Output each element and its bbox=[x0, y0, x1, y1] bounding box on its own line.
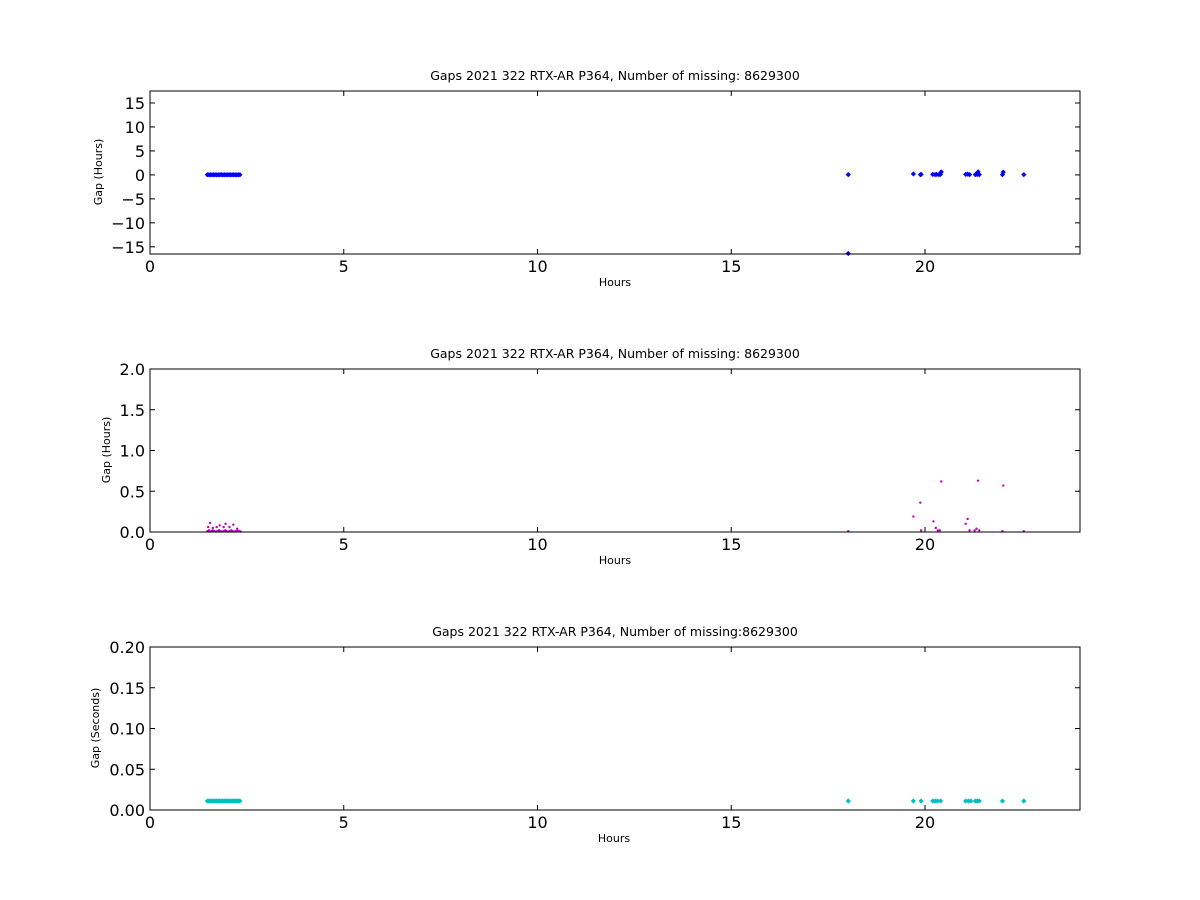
panel-2-ylabel: Gap (Hours) bbox=[100, 417, 113, 484]
panel-1-xtick-label: 10 bbox=[527, 257, 547, 276]
panel-2-data-point bbox=[975, 527, 978, 530]
panel-1: Gaps 2021 322 RTX-AR P364, Number of mis… bbox=[92, 68, 1081, 289]
panel-1-xlabel: Hours bbox=[599, 276, 631, 289]
panel-2-xlabel: Hours bbox=[599, 554, 631, 567]
panel-3-data-point bbox=[999, 798, 1006, 804]
panel-3-data-point bbox=[968, 798, 974, 804]
panel-1-data-point bbox=[1021, 172, 1027, 178]
panel-3-data-point bbox=[937, 798, 944, 804]
panel-1-data-point bbox=[910, 171, 916, 177]
panel-3-ticks: 0 5 10 15 20 0.00 0.05 0.10 0.15 0.20 bbox=[109, 638, 1080, 832]
panel-2-data-point bbox=[978, 529, 981, 532]
panel-2-data-point bbox=[938, 529, 941, 532]
panel-1-ytick-label: 15 bbox=[125, 94, 145, 113]
panel-2-ytick-label: 0.5 bbox=[120, 482, 145, 501]
panel-3-data-point bbox=[1021, 798, 1027, 804]
panel-1-data-point bbox=[918, 171, 924, 178]
panel-2-xtick-label: 0 bbox=[145, 535, 155, 554]
panel-1-data-point bbox=[1000, 169, 1006, 175]
panel-3-ytick-label: 0.20 bbox=[109, 638, 145, 657]
panel-1-frame bbox=[149, 90, 1081, 255]
panel-2-data-point bbox=[228, 525, 231, 529]
panel-2-ytick-label: 1.5 bbox=[120, 401, 145, 420]
panel-2-data-point bbox=[912, 515, 915, 518]
panel-3-ytick-label: 0.05 bbox=[109, 760, 145, 779]
panel-2-data-point bbox=[222, 525, 225, 529]
panel-1-xtick-label: 5 bbox=[339, 257, 349, 276]
panel-3-title: Gaps 2021 322 RTX-AR P364, Number of mis… bbox=[432, 624, 798, 639]
panel-3-ytick-label: 0.15 bbox=[109, 679, 145, 698]
panel-2-data-point bbox=[964, 522, 967, 526]
panel-1-ytick-label: −10 bbox=[111, 214, 145, 233]
panel-3-xtick-label: 0 bbox=[145, 813, 155, 832]
panel-2: Gaps 2021 322 RTX-AR P364, Number of mis… bbox=[100, 346, 1081, 567]
panel-1-ytick-label: 10 bbox=[125, 118, 145, 137]
panel-1-ytick-label: 0 bbox=[135, 166, 145, 185]
panel-1-data-point bbox=[845, 172, 851, 178]
panel-2-data-point bbox=[940, 480, 943, 483]
panel-2-data-point bbox=[934, 526, 938, 530]
panel-1-points bbox=[204, 169, 1027, 257]
panel-2-ytick-label: 1.0 bbox=[120, 442, 145, 461]
panel-3-points bbox=[204, 798, 1027, 804]
panel-1-title: Gaps 2021 322 RTX-AR P364, Number of mis… bbox=[430, 68, 800, 83]
panel-2-data-point bbox=[208, 521, 212, 525]
panel-3-data-point bbox=[918, 798, 924, 804]
panel-3-xtick-label: 20 bbox=[915, 813, 935, 832]
panel-1-xtick-label: 0 bbox=[145, 257, 155, 276]
panel-2-data-point bbox=[966, 517, 969, 521]
panel-3-data-point bbox=[910, 798, 916, 804]
panel-2-ytick-label: 0.0 bbox=[120, 523, 145, 542]
panel-3-ytick-label: 0.10 bbox=[109, 720, 145, 739]
panel-2-data-point bbox=[218, 524, 221, 527]
panel-3-xtick-label: 5 bbox=[339, 813, 349, 832]
panel-2-data-point bbox=[976, 479, 980, 482]
panel-2-xtick-label: 5 bbox=[339, 535, 349, 554]
panel-2-data-point bbox=[235, 527, 239, 530]
panel-2-title: Gaps 2021 322 RTX-AR P364, Number of mis… bbox=[430, 346, 800, 361]
panel-3-xlabel: Hours bbox=[598, 832, 630, 845]
panel-2-data-point bbox=[1002, 484, 1005, 487]
panel-2-data-point bbox=[919, 529, 923, 532]
panel-3-xtick-label: 10 bbox=[527, 813, 547, 832]
panel-1-xtick-label: 15 bbox=[721, 257, 741, 276]
panel-2-ticks: 0 5 10 15 20 0.0 0.5 1.0 1.5 2.0 bbox=[120, 360, 1080, 554]
panel-1-data-point bbox=[976, 172, 982, 178]
panel-2-xtick-label: 10 bbox=[527, 535, 547, 554]
panel-2-data-point bbox=[936, 529, 939, 532]
panel-3-ytick-label: 0.00 bbox=[109, 801, 145, 820]
panel-2-data-point bbox=[968, 529, 971, 532]
panel-2-xtick-label: 15 bbox=[721, 535, 741, 554]
panel-3: Gaps 2021 322 RTX-AR P364, Number of mis… bbox=[89, 624, 1081, 845]
panel-2-xtick-label: 20 bbox=[915, 535, 935, 554]
panel-2-data-point bbox=[211, 526, 214, 530]
panel-2-data-point bbox=[224, 522, 227, 526]
panel-3-ylabel: Gap (Seconds) bbox=[89, 688, 102, 769]
panel-3-data-point bbox=[237, 798, 243, 804]
panel-2-data-point bbox=[919, 501, 922, 504]
panel-1-ticks: 0 5 10 15 20 −15 −10 −5 0 5 10 15 bbox=[111, 91, 1080, 276]
panel-3-data-point bbox=[845, 798, 851, 804]
panel-3-xtick-label: 15 bbox=[721, 813, 741, 832]
panel-1-data-point bbox=[966, 172, 973, 178]
panel-2-frame bbox=[149, 368, 1081, 533]
panel-1-ytick-label: −5 bbox=[121, 190, 145, 209]
panel-1-xtick-label: 20 bbox=[915, 257, 935, 276]
panel-2-data-point bbox=[932, 520, 935, 523]
panel-1-ytick-label: −15 bbox=[111, 238, 145, 257]
panel-1-data-point bbox=[237, 172, 243, 178]
panel-3-data-point bbox=[976, 798, 982, 804]
panel-2-data-point bbox=[206, 525, 210, 529]
panel-1-ytick-label: 5 bbox=[135, 142, 145, 161]
panel-1-ylabel: Gap (Hours) bbox=[92, 139, 105, 206]
panel-3-frame bbox=[149, 646, 1081, 811]
panel-2-data-point bbox=[215, 525, 218, 529]
panel-2-data-point bbox=[232, 523, 235, 526]
panel-2-ytick-label: 2.0 bbox=[120, 360, 145, 379]
panel-1-data-point bbox=[938, 169, 944, 175]
panel-2-data-point bbox=[973, 529, 976, 532]
